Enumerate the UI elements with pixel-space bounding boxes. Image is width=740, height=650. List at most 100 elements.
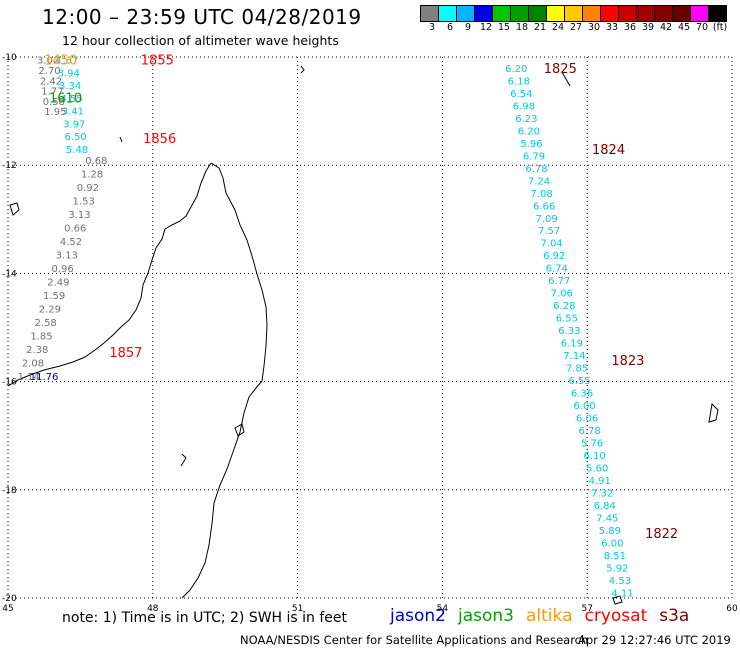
legend-swatches [420,5,727,22]
swh-value: 4.53 [609,576,631,587]
lon-tick-label: 57 [581,604,592,614]
swh-value: 3.13 [56,250,78,261]
swh-value: 6.33 [558,326,580,337]
lat-tick-label: -10 [2,53,17,63]
pass-time-label: 1450 [44,54,77,69]
swh-value: 7.06 [551,289,573,300]
swh-value: 7.04 [541,239,563,250]
legend-tick-label: 39 [641,22,655,33]
pass-time-label: 1610 [49,92,82,107]
swh-value: 6.78 [578,426,600,437]
timestamp-text: Apr 29 12:27:46 UTC 2019 [578,633,731,647]
swh-value: 3.41 [62,107,84,118]
lat-tick-label: -16 [2,378,17,388]
swh-value: 6.84 [594,501,616,512]
swh-value: 2.70 [38,66,60,77]
swh-value: 8.51 [604,551,626,562]
swh-value: 6.36 [571,389,593,400]
swh-value: 4.91 [589,476,611,487]
lat-tick-label: -14 [2,269,17,279]
swh-value: 7.57 [538,226,560,237]
pass-time-label: 1855 [141,54,174,69]
swh-value: 5.92 [606,564,628,575]
swh-value: 6.00 [601,539,623,550]
swh-value: 6.20 [505,64,527,75]
legend-tick-label: 30 [587,22,601,33]
pass-time-label: 1857 [109,346,142,361]
legend-tick-label: 6 [446,22,454,33]
mauritius-island [708,402,719,423]
footer: NOAA/NESDIS Center for Satellite Applica… [240,633,731,647]
mayotte-island [119,136,123,143]
color-legend: 3 6 9 12 15 18 21 24 27 30 33 36 39 42 45 70 (ft) [420,5,727,33]
swh-value: 11.76 [30,372,59,383]
legend-tick-label: 27 [569,22,583,33]
swh-value: 1.14 [18,372,40,383]
swh-value: 2.38 [26,345,48,356]
legend-tick-label: 15 [497,22,511,33]
legend-tick-label: 33 [605,22,619,33]
lon-tick-label: 51 [292,604,303,614]
swh-value: 7.08 [530,189,552,200]
swh-value: 6.74 [546,264,568,275]
tromelin-island [300,65,305,74]
swh-value: 5.76 [581,439,603,450]
swh-value: 6.19 [561,339,583,350]
swh-value: 6.66 [533,201,555,212]
pass-time-label: 1822 [645,527,678,542]
satellite-s3a: s3a [659,606,690,626]
credit-text: NOAA/NESDIS Center for Satellite Applica… [240,633,589,647]
swh-value: 5.89 [599,526,621,537]
madagascar-coast [7,162,268,599]
swh-value: 3.34 [59,81,81,92]
legend-tick-label: 18 [515,22,529,33]
swh-value: 3.94 [58,68,80,79]
page-title: 12:00 – 23:59 UTC 04/28/2019 [42,5,362,29]
satellite-cryosat: cryosat [584,606,648,626]
swh-value: 6.10 [584,451,606,462]
units-note: note: 1) Time is in UTC; 2) SWH is in fe… [62,610,348,626]
pass-time-label: 1856 [143,132,176,147]
swh-value: 6.20 [518,126,540,137]
satellite-legend: jason2 jason3 altika cryosat s3a [390,606,701,626]
swh-value: 6.79 [523,151,545,162]
swh-value: 7.45 [596,514,618,525]
swh-value: 1.53 [73,196,95,207]
cargados-shoal [561,71,571,87]
ile-sainte-marie [180,453,187,467]
swh-value: 2.58 [35,318,57,329]
swh-value: 0.96 [51,264,73,275]
swh-value: 2.42 [40,76,62,87]
satellite-jason3: jason3 [458,606,514,626]
swh-value: 6.28 [553,301,575,312]
swh-value: 7.09 [535,214,557,225]
lon-tick-label: 60 [726,604,738,614]
swh-value: 6.55 [556,314,578,325]
swh-value: 7.14 [563,351,585,362]
legend-tick-label: 9 [464,22,472,33]
swh-value: 6.77 [548,276,570,287]
swh-value: 0.92 [77,183,99,194]
comoros-island [9,202,20,216]
swh-value: 0.58 [43,97,65,108]
lat-tick-label: -12 [2,161,17,171]
swh-value: 1.95 [44,107,66,118]
legend-tick-label: 3 [428,22,436,33]
swh-value: 1.77 [41,87,63,98]
lon-tick-label: 45 [2,604,13,614]
legend-tick-label: 12 [479,22,493,33]
swh-value: 5.48 [66,145,88,156]
swh-value: 0.66 [64,223,86,234]
nosy-be-island [234,423,245,437]
legend-tick-label: 42 [659,22,673,33]
swh-value: 6.78 [525,164,547,175]
swh-value: 0.68 [85,156,107,167]
legend-ticks: 3 6 9 12 15 18 21 24 27 30 33 36 39 42 45 70 (ft) [420,22,740,36]
swh-value: 3.02 [37,56,59,67]
swh-value: 2.49 [47,278,69,289]
swh-value: 6.92 [543,251,565,262]
swh-value: 1.59 [43,291,65,302]
map-labels: 1.373.94 3.34 4.55 3.413.97 6.50 5.48 3.022.70… [18,54,679,600]
swh-value: 6.00 [573,401,595,412]
